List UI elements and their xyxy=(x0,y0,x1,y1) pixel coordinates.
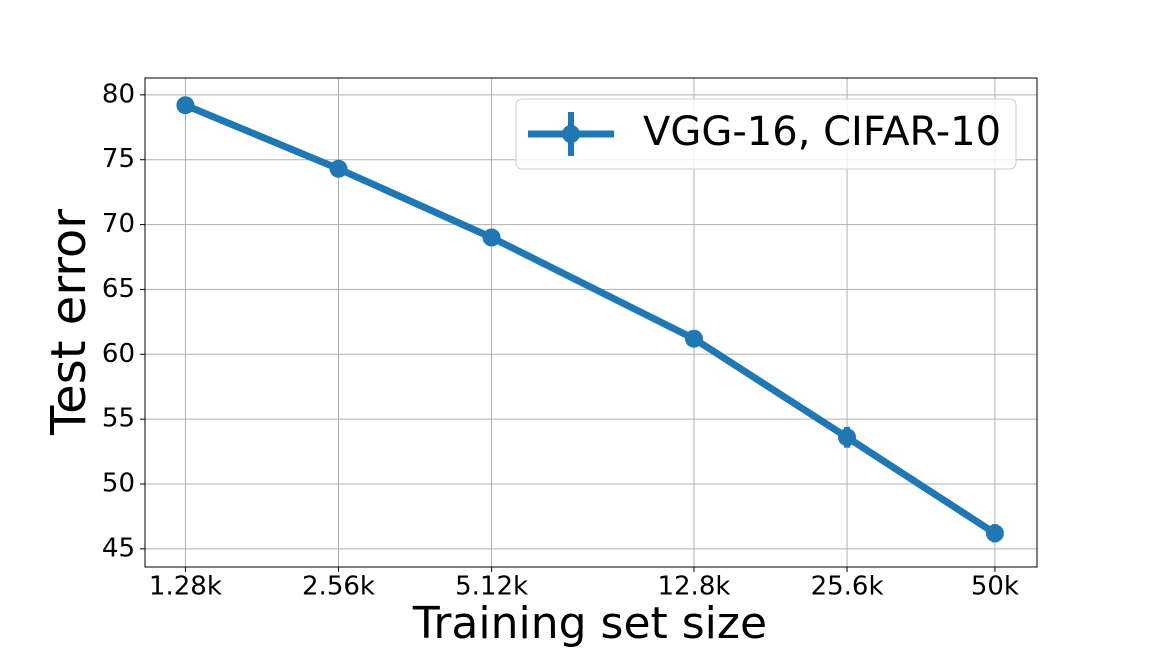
y-tick-label: 80 xyxy=(102,79,135,109)
y-tick-label: 50 xyxy=(102,468,135,498)
marker xyxy=(838,428,857,447)
y-tick-label: 60 xyxy=(102,339,135,369)
x-tick-label: 25.6k xyxy=(811,572,884,602)
x-axis-label: Training set size xyxy=(412,598,767,648)
marker xyxy=(329,159,348,178)
x-tick-label: 5.12k xyxy=(455,572,528,602)
y-tick-label: 55 xyxy=(102,404,135,434)
legend-marker xyxy=(562,125,580,143)
x-tick-label: 50k xyxy=(971,572,1019,602)
x-tick-label: 2.56k xyxy=(302,572,375,602)
y-tick-label: 75 xyxy=(102,144,135,174)
y-tick-label: 70 xyxy=(102,209,135,239)
legend-box xyxy=(515,98,1017,170)
y-tick-label: 45 xyxy=(102,533,135,563)
marker xyxy=(985,524,1004,543)
series-line xyxy=(184,102,997,537)
marker xyxy=(176,96,195,115)
y-axis-label: Test error xyxy=(41,209,97,436)
legend-label: VGG-16, CIFAR-10 xyxy=(643,109,1001,155)
marker xyxy=(482,228,501,247)
marker xyxy=(684,329,703,348)
x-tick-label: 12.8k xyxy=(657,572,730,602)
axes-frame xyxy=(144,77,1038,568)
y-tick-label: 65 xyxy=(102,274,135,304)
legend: VGG-16, CIFAR-10 xyxy=(515,98,1017,170)
x-tick-label: 1.28k xyxy=(149,572,222,602)
plot xyxy=(176,96,1004,543)
